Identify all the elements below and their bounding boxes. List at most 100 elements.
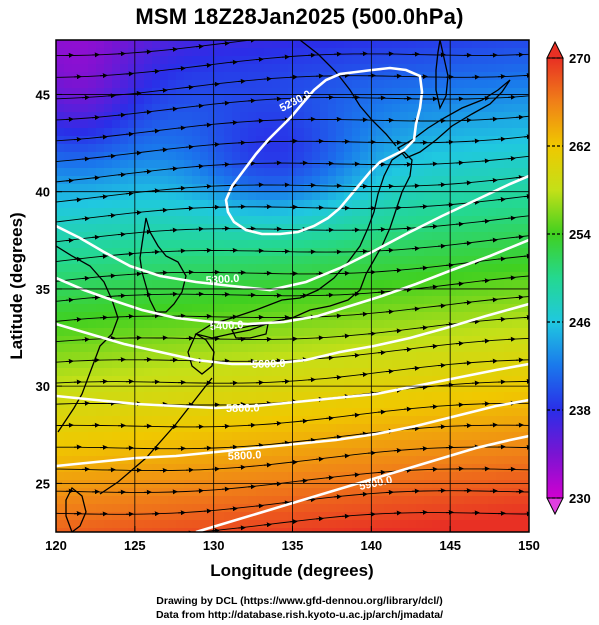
field-cell [64,184,73,193]
field-cell [344,208,353,217]
field-cell [136,160,145,169]
field-cell [520,176,529,185]
field-cell [192,504,201,513]
field-cell [304,40,313,49]
field-cell [384,312,393,321]
field-cell [504,120,513,129]
field-cell [376,480,385,489]
y-tick-label: 25 [36,476,50,491]
field-cell [240,104,249,113]
field-cell [216,224,225,233]
field-cell [280,328,289,337]
field-cell [64,384,73,393]
field-cell [504,224,513,233]
field-cell [312,328,321,337]
field-cell [160,104,169,113]
field-cell [232,304,241,313]
field-cell [72,512,81,521]
field-cell [320,472,329,481]
field-cell [376,224,385,233]
graticule [56,40,529,532]
field-cell [192,48,201,57]
field-cell [240,280,249,289]
field-cell [200,504,209,513]
field-cell [392,528,401,532]
field-cell [104,72,113,81]
field-cell [144,424,153,433]
field-cell [384,448,393,457]
field-cell [128,344,137,353]
field-cell [216,352,225,361]
field-cell [280,480,289,489]
field-cell [448,432,457,441]
field-cell [496,312,505,321]
field-cell [496,48,505,57]
field-cell [400,88,409,97]
field-cell [280,240,289,249]
field-cell [496,192,505,201]
field-cell [448,176,457,185]
field-cell [416,288,425,297]
field-cell [496,120,505,129]
field-cell [80,336,89,345]
field-cell [400,328,409,337]
field-cell [464,472,473,481]
field-cell [464,120,473,129]
contour-label: 5400.0 [210,319,244,333]
field-cell [216,256,225,265]
field-cell [312,232,321,241]
field-cell [120,48,129,57]
field-cell [328,360,337,369]
field-cell [504,360,513,369]
field-cell [80,128,89,137]
field-cell [272,320,281,329]
field-cell [352,384,361,393]
field-cell [184,136,193,145]
field-cell [88,440,97,449]
field-cell [376,56,385,65]
field-cell [400,368,409,377]
field-cell [336,456,345,465]
field-cell [104,424,113,433]
field-cell [256,64,265,73]
field-cell [328,392,337,401]
field-cell [56,512,65,521]
field-cell [56,304,65,313]
field-cell [440,288,449,297]
field-cell [312,432,321,441]
field-cell [320,144,329,153]
field-cell [360,352,369,361]
field-cell [296,416,305,425]
field-cell [320,240,329,249]
field-cell [168,184,177,193]
field-cell [320,184,329,193]
field-cell [64,56,73,65]
field-cell [296,288,305,297]
field-cell [480,424,489,433]
field-cell [336,96,345,105]
field-cell [168,264,177,273]
field-cell [104,448,113,457]
field-cell [64,120,73,129]
field-cell [224,144,233,153]
field-cell [216,128,225,137]
field-cell [312,384,321,393]
field-cell [456,248,465,257]
field-cell [136,432,145,441]
field-cell [344,152,353,161]
field-cell [272,512,281,521]
field-cell [480,344,489,353]
field-cell [120,128,129,137]
field-cell [112,192,121,201]
field-cell [96,528,105,532]
field-cell [464,208,473,217]
field-cell [200,512,209,521]
field-cell [120,320,129,329]
field-cell [368,224,377,233]
field-cell [240,56,249,65]
field-cell [520,320,529,329]
field-cell [272,464,281,473]
field-cell [376,248,385,257]
field-cell [480,40,489,49]
field-cell [112,432,121,441]
